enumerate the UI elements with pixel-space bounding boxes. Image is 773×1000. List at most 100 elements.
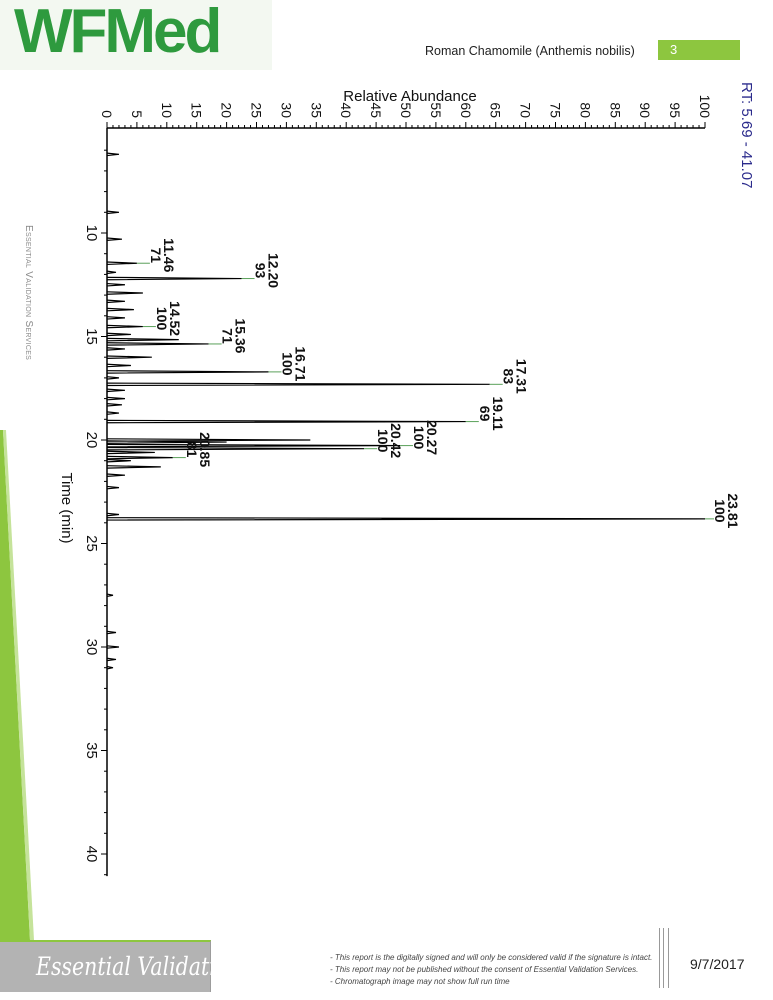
peak-mz-label: 100 — [154, 307, 170, 331]
peak-rt-label: 20.27 — [424, 420, 440, 455]
footer-brand: Essential Validation Services — [36, 952, 337, 981]
chromatogram-peak — [106, 270, 117, 275]
peak-mz-label: 100 — [411, 426, 427, 450]
abundance-tick-label: 95 — [667, 102, 683, 118]
chromatogram-peak — [106, 337, 179, 342]
chromatogram-peak — [106, 657, 117, 662]
abundance-axis-title: Relative Abundance — [343, 88, 476, 105]
time-tick-label: 25 — [83, 535, 100, 552]
chromatogram-peak — [106, 307, 134, 312]
abundance-tick-label: 25 — [249, 102, 265, 118]
chromatogram-peak — [106, 347, 125, 351]
time-tick-label: 10 — [83, 225, 100, 242]
abundance-tick-label: 40 — [338, 102, 354, 118]
labeled-peak — [106, 517, 706, 521]
labeled-peak — [106, 370, 269, 374]
chromatogram-peak — [106, 282, 125, 287]
footer-brand-box: Essential Validation Services — [0, 940, 336, 992]
chromatogram-peak — [106, 388, 125, 393]
labeled-peak — [106, 446, 365, 451]
chromatogram-peak — [106, 438, 311, 442]
chromatogram-peak — [106, 291, 143, 295]
labeled-peak — [106, 419, 466, 424]
time-tick-label: 20 — [83, 432, 100, 449]
chromatogram-peak — [106, 332, 131, 337]
green-side-accent — [0, 430, 30, 940]
chromatogram-peak — [106, 450, 155, 455]
labeled-peak — [106, 455, 173, 460]
chromatogram-peak — [106, 440, 227, 444]
abundance-tick-label: 80 — [577, 102, 593, 118]
abundance-tick-label: 5 — [129, 110, 145, 118]
chromatogram-peak — [106, 465, 161, 469]
labeled-peak — [106, 342, 209, 346]
labeled-peak — [106, 382, 490, 387]
chromatogram-peak — [106, 458, 131, 463]
labeled-peak — [106, 276, 242, 281]
peak-mz-label: 93 — [253, 263, 269, 279]
footer-disclaimers: - This report is the digitally signed an… — [330, 952, 652, 988]
chromatogram-peak — [106, 593, 114, 598]
peak-rt-label: 20.85 — [197, 432, 213, 467]
peak-rt-label: 14.52 — [167, 301, 183, 336]
chromatogram-peak — [106, 403, 122, 407]
abundance-tick-label: 85 — [607, 102, 623, 118]
disclaimer-line: - This report may not be published witho… — [330, 965, 639, 974]
disclaimer-line: - Chromatograph image may not show full … — [330, 977, 510, 986]
chromatogram-peak — [106, 152, 120, 157]
peak-rt-label: 11.46 — [161, 238, 177, 272]
chromatogram-peak — [106, 355, 152, 359]
chromatogram-peak — [106, 512, 120, 517]
peak-rt-label: 23.81 — [725, 493, 741, 528]
chromatogram-peak — [106, 473, 125, 477]
abundance-tick-label: 100 — [697, 95, 713, 119]
abundance-tick-label: 90 — [637, 102, 653, 118]
peak-mz-label: 69 — [477, 406, 493, 422]
peak-mz-label: 100 — [375, 429, 391, 453]
abundance-tick-label: 65 — [488, 102, 504, 118]
peak-rt-label: 19.11 — [490, 396, 506, 430]
labeled-peak — [106, 443, 401, 448]
abundance-tick-label: 75 — [548, 102, 564, 118]
chromatogram-peak — [106, 396, 125, 401]
chromatogram-peak — [106, 376, 120, 380]
chromatogram-peak — [106, 316, 125, 320]
chromatogram-peak — [106, 237, 122, 242]
footer-divider — [659, 928, 669, 988]
peak-rt-label: 17.31 — [514, 359, 530, 394]
abundance-tick-label: 0 — [99, 110, 115, 118]
wfmed-logo: WFMed — [0, 0, 272, 70]
abundance-tick-label: 30 — [278, 102, 294, 118]
rt-range-label: RT: 5.69 - 41.07 — [738, 82, 755, 188]
document-title: Roman Chamomile (Anthemis nobilis) — [425, 44, 635, 58]
peak-rt-label: 12.20 — [266, 253, 282, 288]
page-number: 3 — [658, 40, 740, 60]
peak-mz-label: 83 — [501, 369, 517, 385]
chromatogram-peak — [106, 665, 114, 670]
abundance-tick-label: 50 — [398, 102, 414, 118]
abundance-tick-label: 60 — [458, 102, 474, 118]
peak-mz-label: 100 — [279, 352, 295, 376]
chromatogram-peak — [106, 411, 120, 415]
abundance-tick-label: 45 — [368, 102, 384, 118]
abundance-tick-label: 70 — [518, 102, 534, 118]
chromatogram-peak — [106, 363, 131, 368]
peak-mz-label: 100 — [712, 499, 728, 523]
chromatogram-peak — [106, 299, 125, 304]
peak-rt-label: 15.36 — [233, 318, 249, 353]
chromatogram-peak — [106, 485, 120, 490]
labeled-peak — [106, 261, 137, 266]
abundance-tick-label: 55 — [428, 102, 444, 118]
peak-rt-label: 16.71 — [292, 346, 308, 381]
peak-mz-label: 71 — [148, 247, 164, 263]
peak-rt-label: 20.42 — [388, 423, 404, 458]
chromatogram-peak — [106, 645, 120, 649]
labeled-peak — [106, 324, 143, 329]
logo-text: WFMed — [14, 0, 222, 66]
abundance-tick-label: 35 — [308, 102, 324, 118]
time-axis-title: Time (min) — [58, 472, 75, 543]
abundance-tick-label: 15 — [189, 102, 205, 118]
peak-mz-label: 71 — [220, 328, 236, 344]
disclaimer-line: - This report is the digitally signed an… — [330, 953, 653, 962]
